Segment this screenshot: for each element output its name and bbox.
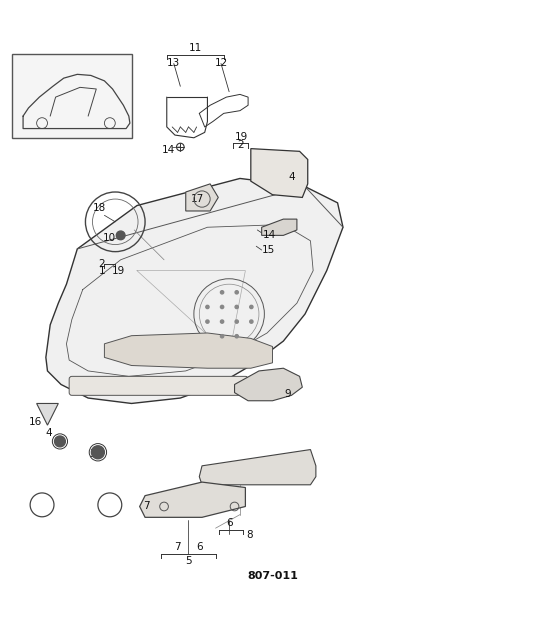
Polygon shape bbox=[199, 450, 316, 485]
Circle shape bbox=[220, 291, 223, 294]
Text: 4: 4 bbox=[45, 428, 52, 438]
Circle shape bbox=[116, 231, 125, 240]
Polygon shape bbox=[186, 184, 219, 211]
Text: 8: 8 bbox=[246, 530, 252, 540]
Text: 1: 1 bbox=[99, 266, 105, 276]
Text: 7: 7 bbox=[174, 542, 181, 552]
Circle shape bbox=[235, 320, 238, 323]
Text: 12: 12 bbox=[214, 58, 228, 68]
Text: 11: 11 bbox=[189, 43, 202, 53]
Circle shape bbox=[250, 305, 253, 308]
Text: 2: 2 bbox=[99, 259, 105, 269]
Polygon shape bbox=[105, 333, 272, 368]
Text: 6: 6 bbox=[226, 518, 232, 528]
Circle shape bbox=[220, 335, 223, 338]
Polygon shape bbox=[234, 368, 302, 401]
Text: 17: 17 bbox=[191, 194, 204, 204]
FancyBboxPatch shape bbox=[12, 54, 131, 138]
Circle shape bbox=[235, 305, 238, 308]
Polygon shape bbox=[37, 403, 58, 425]
Text: 14: 14 bbox=[263, 230, 276, 241]
FancyBboxPatch shape bbox=[69, 376, 248, 396]
Circle shape bbox=[235, 291, 238, 294]
Text: 18: 18 bbox=[92, 203, 106, 214]
Text: 6: 6 bbox=[196, 542, 203, 552]
Circle shape bbox=[54, 436, 65, 447]
Polygon shape bbox=[251, 149, 308, 197]
Polygon shape bbox=[140, 482, 245, 517]
Circle shape bbox=[220, 320, 223, 323]
Text: 19: 19 bbox=[234, 132, 247, 142]
Text: 10: 10 bbox=[103, 233, 117, 243]
Text: 807-011: 807-011 bbox=[247, 571, 298, 581]
Text: 2: 2 bbox=[238, 140, 244, 150]
Text: 5: 5 bbox=[185, 556, 192, 566]
Text: 14: 14 bbox=[162, 145, 175, 155]
Text: 13: 13 bbox=[167, 58, 180, 68]
Text: 7: 7 bbox=[143, 502, 150, 511]
Text: 15: 15 bbox=[262, 245, 275, 255]
Circle shape bbox=[92, 446, 105, 459]
Circle shape bbox=[250, 320, 253, 323]
Text: 9: 9 bbox=[284, 389, 291, 399]
Circle shape bbox=[206, 320, 209, 323]
Text: 16: 16 bbox=[28, 418, 41, 428]
Text: 4: 4 bbox=[288, 172, 295, 182]
Polygon shape bbox=[46, 178, 343, 403]
Circle shape bbox=[235, 335, 238, 338]
Circle shape bbox=[206, 305, 209, 308]
Circle shape bbox=[220, 305, 223, 308]
Text: 19: 19 bbox=[111, 266, 125, 276]
Polygon shape bbox=[262, 219, 297, 236]
Text: 3: 3 bbox=[89, 449, 96, 459]
